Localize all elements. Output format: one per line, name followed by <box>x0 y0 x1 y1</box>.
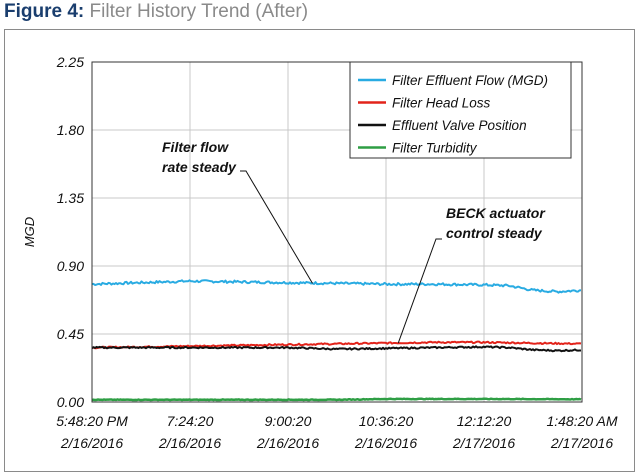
series-lines <box>91 279 582 402</box>
y-tick-label: 1.35 <box>57 190 84 206</box>
x-tick-date-label: 2/16/2016 <box>60 435 123 451</box>
figure-title-text: Filter History Trend (After) <box>89 1 309 22</box>
x-tick-time-label: 12:12:20 <box>457 413 512 429</box>
x-tick-date-label: 2/17/2016 <box>452 435 515 451</box>
x-tick-date-label: 2/17/2016 <box>550 435 613 451</box>
series-line <box>91 345 581 353</box>
annotations: Filter flow rate steady BECK actuator contr… <box>162 139 546 344</box>
y-axis: 2.25 1.80 1.35 0.90 0.45 0.00 <box>56 54 84 410</box>
chart-frame <box>4 29 635 472</box>
x-tick-time-label: 1:48:20 AM <box>546 413 617 429</box>
x-tick-time-label: 5:48:20 PM <box>56 413 128 429</box>
figure-title: Figure 4: Filter History Trend (After) <box>4 1 308 23</box>
series-line <box>91 279 582 294</box>
y-tick-label: 0.45 <box>57 326 84 342</box>
annotation-text: BECK actuator <box>446 205 546 221</box>
legend: Filter Effluent Flow (MGD) Filter Head Lo… <box>349 61 572 159</box>
annotation-leader-line <box>240 170 313 284</box>
x-tick-date-label: 2/16/2016 <box>256 435 319 451</box>
legend-entry: Effluent Valve Position <box>392 118 527 133</box>
y-tick-label: 2.25 <box>56 54 84 70</box>
annotation-text: Filter flow <box>162 139 229 155</box>
y-tick-label: 0.90 <box>57 258 84 274</box>
x-axis: 5:48:20 PM 2/16/2016 7:24:20 2/16/2016 9:00:… <box>56 413 618 451</box>
series-line <box>91 397 582 402</box>
x-tick-time-label: 7:24:20 <box>167 413 214 429</box>
plot-area-border <box>91 61 583 403</box>
legend-entry: Filter Head Loss <box>392 96 491 111</box>
annotation-text: rate steady <box>162 159 237 175</box>
legend-entry: Filter Turbidity <box>392 141 478 156</box>
y-tick-label: 0.00 <box>57 394 84 410</box>
x-tick-time-label: 10:36:20 <box>359 413 414 429</box>
y-tick-label: 1.80 <box>57 122 84 138</box>
legend-box <box>349 61 572 159</box>
x-tick-date-label: 2/16/2016 <box>158 435 221 451</box>
y-axis-label: MGD <box>22 217 37 247</box>
x-tick-time-label: 9:00:20 <box>265 413 312 429</box>
annotation-leader-line <box>397 238 442 344</box>
legend-entry: Filter Effluent Flow (MGD) <box>392 73 548 88</box>
x-tick-date-label: 2/16/2016 <box>354 435 417 451</box>
figure-label: Figure 4: <box>4 1 85 22</box>
annotation-text: control steady <box>446 225 543 241</box>
